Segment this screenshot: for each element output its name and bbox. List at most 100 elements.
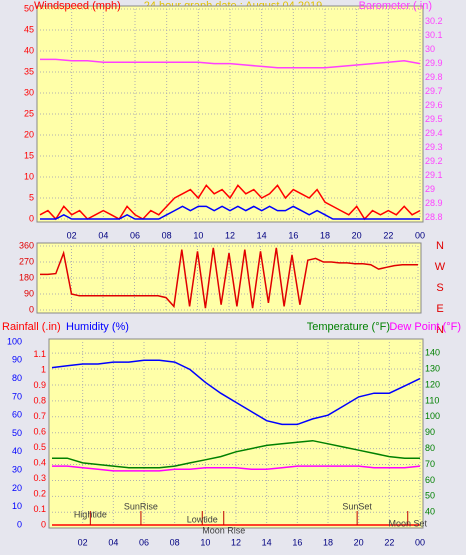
x-tick-label: 18 <box>323 537 333 547</box>
y3-tick-label: 0 <box>41 519 46 529</box>
series-line <box>51 359 421 426</box>
x-tick-label: 04 <box>108 537 118 547</box>
series-line <box>52 465 421 472</box>
annotation: Lowtide <box>187 514 218 524</box>
x-tick-label: 14 <box>257 230 267 240</box>
y-tick-label: 0 <box>29 304 34 314</box>
y2-tick-label: 29.4 <box>425 128 443 138</box>
series-line <box>40 205 420 220</box>
y-tick-label: 40 <box>24 45 34 55</box>
y-tick-label: 60 <box>12 410 22 420</box>
y3-tick-label: 0.7 <box>33 411 46 421</box>
x-tick-label: 06 <box>139 537 149 547</box>
annotation: Hightide <box>74 509 107 519</box>
y-tick-label: 20 <box>24 129 34 139</box>
y2-tick-label: 140 <box>425 348 440 358</box>
y-tick-label: 20 <box>12 483 22 493</box>
y2-tick-label: 110 <box>425 395 439 405</box>
compass-label: N <box>436 240 444 252</box>
y3-tick-label: 0.4 <box>33 457 46 467</box>
y2-tick-label: 30 <box>425 44 435 54</box>
axis-title: Barometer (.in) <box>359 0 432 12</box>
y-tick-label: 25 <box>24 108 34 118</box>
x-tick-label: 02 <box>67 230 77 240</box>
y2-tick-label: 29 <box>425 184 435 194</box>
y-tick-label: 0 <box>29 213 34 223</box>
y2-tick-label: 30.2 <box>425 16 443 26</box>
x-tick-label: 16 <box>292 537 302 547</box>
y-tick-label: 10 <box>12 501 22 511</box>
y2-tick-label: 100 <box>425 411 440 421</box>
x-tick-label: 04 <box>98 230 108 240</box>
y-tick-label: 30 <box>24 87 34 97</box>
y-tick-label: 100 <box>7 336 22 346</box>
series-line <box>40 247 418 309</box>
y-tick-label: 50 <box>12 428 22 438</box>
series-line <box>52 439 420 469</box>
y3-tick-label: 1 <box>41 364 46 374</box>
annotation: Moon Rise <box>202 525 245 535</box>
y3-tick-label: 0.2 <box>33 488 46 498</box>
axis-title: Rainfall (.in) <box>2 321 61 333</box>
y-tick-label: 0 <box>17 519 22 529</box>
y2-tick-label: 28.8 <box>425 212 443 222</box>
plot-area <box>48 338 424 529</box>
y-tick-label: 270 <box>19 256 34 266</box>
x-tick-label: 06 <box>130 230 140 240</box>
x-tick-label: 08 <box>162 230 172 240</box>
x-tick-label: 10 <box>200 537 210 547</box>
series-line <box>40 58 421 69</box>
y2-tick-label: 90 <box>425 427 435 437</box>
y2-tick-label: 29.5 <box>425 114 443 124</box>
axis-title: Dew Point (°F) <box>389 321 461 333</box>
x-tick-label: 08 <box>170 537 180 547</box>
y2-tick-label: 40 <box>425 507 435 517</box>
x-tick-label: 12 <box>231 537 241 547</box>
y2-tick-label: 60 <box>425 475 435 485</box>
x-tick-label: 22 <box>384 537 394 547</box>
x-tick-label: 22 <box>383 230 393 240</box>
x-tick-label: 00 <box>415 230 425 240</box>
annotation: SunRise <box>124 501 158 511</box>
y-tick-label: 360 <box>19 240 34 250</box>
y-tick-label: 5 <box>29 192 34 202</box>
axis-title: Humidity (%) <box>66 321 129 333</box>
y2-tick-label: 29.8 <box>425 72 443 82</box>
y-tick-label: 15 <box>24 150 34 160</box>
y2-tick-label: 70 <box>425 459 435 469</box>
x-tick-label: 10 <box>193 230 203 240</box>
y2-tick-label: 28.9 <box>425 198 443 208</box>
y3-tick-label: 0.3 <box>33 473 46 483</box>
y-tick-label: 180 <box>19 272 34 282</box>
y2-tick-label: 50 <box>425 491 435 501</box>
y2-tick-label: 30.1 <box>425 30 443 40</box>
x-tick-label: 20 <box>352 230 362 240</box>
compass-label: E <box>436 303 443 315</box>
series-line <box>39 184 421 221</box>
x-tick-label: 00 <box>415 537 425 547</box>
compass-label: S <box>436 282 443 294</box>
y-tick-label: 10 <box>24 171 34 181</box>
y3-tick-label: 0.8 <box>33 395 46 405</box>
y2-tick-label: 29.6 <box>425 100 443 110</box>
x-tick-label: 18 <box>320 230 330 240</box>
y2-tick-label: 29.1 <box>425 170 443 180</box>
y2-tick-label: 29.9 <box>425 58 443 68</box>
y3-tick-label: 1.1 <box>33 349 46 359</box>
y2-tick-label: 130 <box>425 363 440 373</box>
y3-tick-label: 0.5 <box>33 442 46 452</box>
y2-tick-label: 29.2 <box>425 156 443 166</box>
compass-label: N <box>436 324 444 336</box>
y3-tick-label: 0.1 <box>33 504 46 514</box>
y2-tick-label: 120 <box>425 379 440 389</box>
x-tick-label: 12 <box>225 230 235 240</box>
y2-tick-label: 29.7 <box>425 86 443 96</box>
annotation: Moon Set <box>388 518 427 528</box>
y2-tick-label: 29.3 <box>425 142 443 152</box>
annotation: SunSet <box>342 501 372 511</box>
x-tick-label: 02 <box>78 537 88 547</box>
y-tick-label: 40 <box>12 446 22 456</box>
y-tick-label: 80 <box>12 373 22 383</box>
axis-title: Windspeed (mph) <box>34 0 121 12</box>
